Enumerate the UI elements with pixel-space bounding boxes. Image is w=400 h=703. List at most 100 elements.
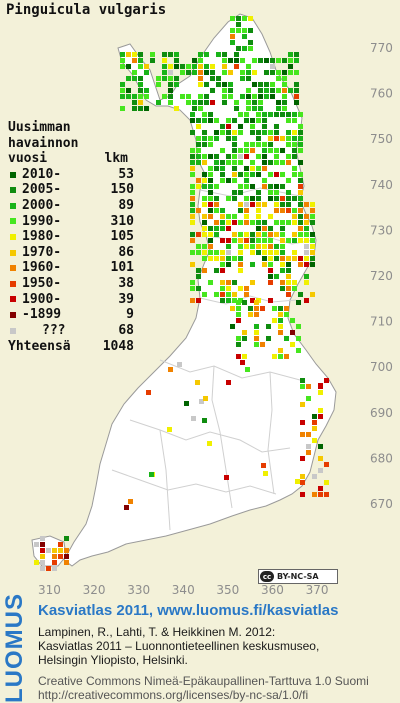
reference-line-3: Helsingin Yliopisto, Helsinki. — [38, 653, 188, 667]
record-square — [226, 262, 231, 267]
record-square — [228, 70, 233, 75]
record-square — [168, 52, 173, 57]
record-square — [198, 82, 203, 87]
record-square — [272, 354, 277, 359]
record-square — [149, 472, 154, 477]
record-square — [262, 256, 267, 261]
record-square — [268, 226, 273, 231]
record-square — [318, 444, 323, 449]
record-square — [40, 554, 45, 559]
record-square — [250, 148, 255, 153]
record-square — [256, 130, 261, 135]
record-square — [262, 154, 267, 159]
record-square — [318, 492, 323, 497]
record-square — [268, 148, 273, 153]
record-square — [192, 100, 197, 105]
record-square — [256, 214, 261, 219]
record-square — [220, 262, 225, 267]
record-square — [286, 160, 291, 165]
record-square — [262, 262, 267, 267]
record-square — [120, 94, 125, 99]
record-square — [278, 306, 283, 311]
record-square — [204, 52, 209, 57]
record-square — [208, 256, 213, 261]
record-square — [174, 82, 179, 87]
record-square — [180, 64, 185, 69]
record-square — [132, 94, 137, 99]
record-square — [214, 202, 219, 207]
record-square — [190, 202, 195, 207]
record-square — [292, 250, 297, 255]
record-square — [208, 280, 213, 285]
record-square — [276, 106, 281, 111]
record-square — [230, 40, 235, 45]
y-tick-label: 760 — [370, 87, 393, 101]
y-tick-label: 740 — [370, 178, 393, 192]
record-square — [198, 64, 203, 69]
record-square — [238, 130, 243, 135]
record-square — [242, 16, 247, 21]
record-square — [162, 94, 167, 99]
record-square — [126, 94, 131, 99]
record-square — [236, 300, 241, 305]
legend-label: 2010- — [22, 166, 62, 182]
cc-license-badge[interactable]: cc BY-NC-SA — [258, 569, 338, 584]
record-square — [298, 262, 303, 267]
record-square — [280, 208, 285, 213]
record-square — [236, 318, 241, 323]
record-square — [216, 52, 221, 57]
record-square — [138, 88, 143, 93]
record-square — [202, 256, 207, 261]
record-square — [304, 220, 309, 225]
record-square — [262, 142, 267, 147]
record-square — [280, 238, 285, 243]
record-square — [254, 336, 259, 341]
record-square — [298, 232, 303, 237]
record-square — [208, 142, 213, 147]
record-square — [224, 475, 229, 480]
record-square — [214, 154, 219, 159]
record-square — [126, 88, 131, 93]
record-square — [144, 106, 149, 111]
record-square — [312, 414, 317, 419]
record-square — [202, 112, 207, 117]
record-square — [138, 76, 143, 81]
record-square — [286, 268, 291, 273]
record-square — [236, 16, 241, 21]
record-square — [280, 220, 285, 225]
record-square — [226, 124, 231, 129]
record-square — [300, 432, 305, 437]
record-square — [203, 396, 208, 401]
record-square — [292, 112, 297, 117]
record-square — [196, 160, 201, 165]
legend-heading-1: Uusimman — [8, 120, 71, 135]
record-square — [312, 474, 317, 479]
record-square — [278, 348, 283, 353]
record-square — [232, 292, 237, 297]
legend-total-label: Yhteensä — [8, 339, 71, 355]
record-square — [288, 70, 293, 75]
record-square — [282, 88, 287, 93]
record-square — [195, 380, 200, 385]
y-tick-label: 670 — [370, 497, 393, 511]
license-url[interactable]: http://creativecommons.org/licenses/by-n… — [38, 688, 309, 702]
legend-swatch — [10, 187, 16, 194]
record-square — [264, 88, 269, 93]
record-square — [318, 486, 323, 491]
record-square — [288, 64, 293, 69]
record-square — [138, 58, 143, 63]
record-square — [238, 286, 243, 291]
record-square — [226, 196, 231, 201]
record-square — [196, 142, 201, 147]
record-square — [310, 238, 315, 243]
record-square — [208, 244, 213, 249]
legend-label: 1970- — [22, 244, 62, 260]
record-square — [132, 52, 137, 57]
record-square — [214, 208, 219, 213]
record-square — [252, 94, 257, 99]
kasviatlas-link[interactable]: Kasviatlas 2011, www.luomus.fi/kasviatla… — [38, 602, 339, 619]
record-square — [208, 208, 213, 213]
cc-badge-text: BY-NC-SA — [277, 572, 319, 581]
record-square — [258, 82, 263, 87]
record-square — [240, 58, 245, 63]
